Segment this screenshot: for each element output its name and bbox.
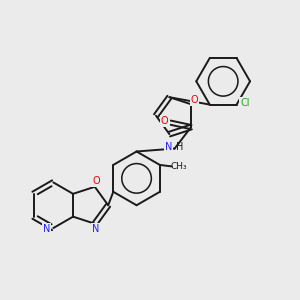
Text: CH₃: CH₃ <box>171 162 188 171</box>
Text: H: H <box>176 142 183 152</box>
Text: O: O <box>161 116 169 126</box>
Text: Cl: Cl <box>240 98 250 108</box>
Text: N: N <box>165 142 172 152</box>
Text: O: O <box>191 95 199 105</box>
Text: O: O <box>92 176 100 186</box>
Text: N: N <box>43 224 50 234</box>
Text: N: N <box>92 224 100 234</box>
